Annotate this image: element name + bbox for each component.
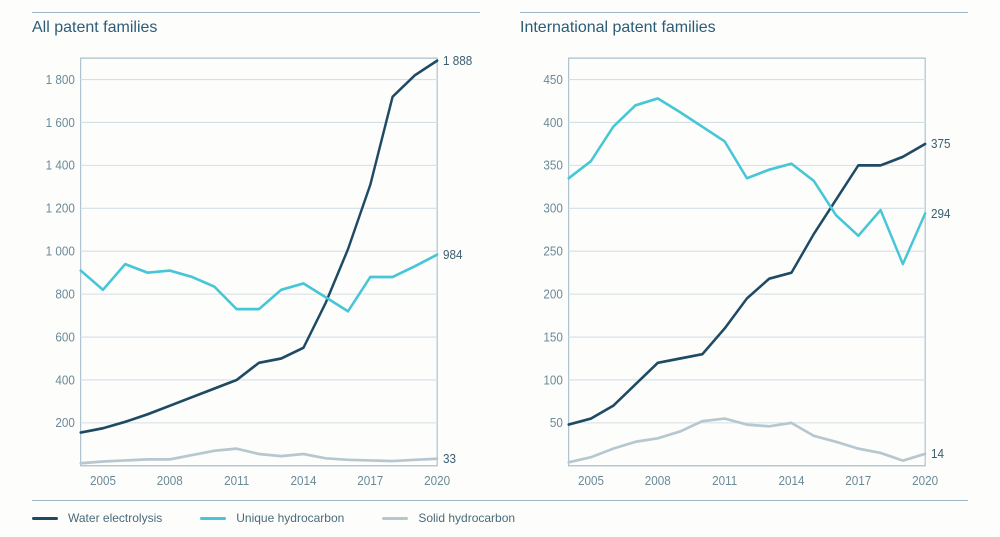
legend-label-unique-hydrocarbon: Unique hydrocarbon (236, 511, 344, 525)
svg-text:2005: 2005 (578, 474, 604, 489)
svg-text:50: 50 (550, 416, 563, 431)
chart-left-svg: 200 400 600 800 1 000 1 200 1 400 1 600 1 800 200… (32, 43, 480, 496)
svg-text:400: 400 (55, 373, 75, 388)
chart-right-svg: 50 100 150 200 250 300 350 400 450 2005 2008 2011 20… (520, 43, 968, 496)
legend-item-water-electrolysis: Water electrolysis (32, 511, 162, 525)
svg-text:1 800: 1 800 (46, 72, 75, 87)
legend-swatch-water-electrolysis (32, 517, 58, 520)
svg-text:294: 294 (931, 206, 951, 221)
chart-left: 200 400 600 800 1 000 1 200 1 400 1 600 1 800 200… (32, 43, 480, 496)
svg-text:200: 200 (543, 287, 563, 302)
svg-text:375: 375 (931, 137, 951, 152)
svg-text:1 200: 1 200 (46, 201, 75, 216)
svg-text:250: 250 (543, 244, 563, 259)
legend-divider (32, 500, 968, 501)
top-rule-left (32, 12, 480, 13)
legend-swatch-unique-hydrocarbon (200, 517, 226, 520)
svg-text:2014: 2014 (290, 474, 316, 489)
svg-text:800: 800 (55, 287, 75, 302)
svg-text:2017: 2017 (845, 474, 871, 489)
svg-text:2011: 2011 (712, 474, 737, 489)
svg-text:2020: 2020 (424, 474, 450, 489)
svg-text:350: 350 (543, 158, 563, 173)
svg-text:100: 100 (543, 373, 563, 388)
chart-title-left: All patent families (32, 19, 480, 37)
svg-text:150: 150 (543, 330, 563, 345)
svg-text:2011: 2011 (224, 474, 249, 489)
svg-text:200: 200 (55, 416, 75, 431)
svg-text:1 888: 1 888 (443, 53, 472, 68)
legend-label-water-electrolysis: Water electrolysis (68, 511, 162, 525)
svg-text:1 600: 1 600 (46, 115, 75, 130)
svg-text:1 400: 1 400 (46, 158, 75, 173)
svg-text:1 000: 1 000 (46, 244, 75, 259)
legend: Water electrolysis Unique hydrocarbon So… (32, 511, 968, 529)
svg-text:2008: 2008 (645, 474, 671, 489)
svg-text:2017: 2017 (357, 474, 383, 489)
svg-text:984: 984 (443, 247, 463, 262)
svg-text:2008: 2008 (157, 474, 183, 489)
top-rule-right (520, 12, 968, 13)
legend-item-unique-hydrocarbon: Unique hydrocarbon (200, 511, 344, 525)
svg-text:2020: 2020 (912, 474, 938, 489)
legend-item-solid-hydrocarbon: Solid hydrocarbon (382, 511, 515, 525)
svg-text:600: 600 (55, 330, 75, 345)
svg-text:300: 300 (543, 201, 563, 216)
svg-text:400: 400 (543, 115, 563, 130)
svg-text:14: 14 (931, 447, 944, 462)
legend-swatch-solid-hydrocarbon (382, 517, 408, 520)
chart-right: 50 100 150 200 250 300 350 400 450 2005 2008 2011 20… (520, 43, 968, 496)
svg-text:2014: 2014 (778, 474, 804, 489)
legend-label-solid-hydrocarbon: Solid hydrocarbon (418, 511, 515, 525)
svg-text:2005: 2005 (90, 474, 116, 489)
svg-text:33: 33 (443, 451, 456, 466)
chart-title-right: International patent families (520, 19, 968, 37)
svg-text:450: 450 (543, 72, 563, 87)
